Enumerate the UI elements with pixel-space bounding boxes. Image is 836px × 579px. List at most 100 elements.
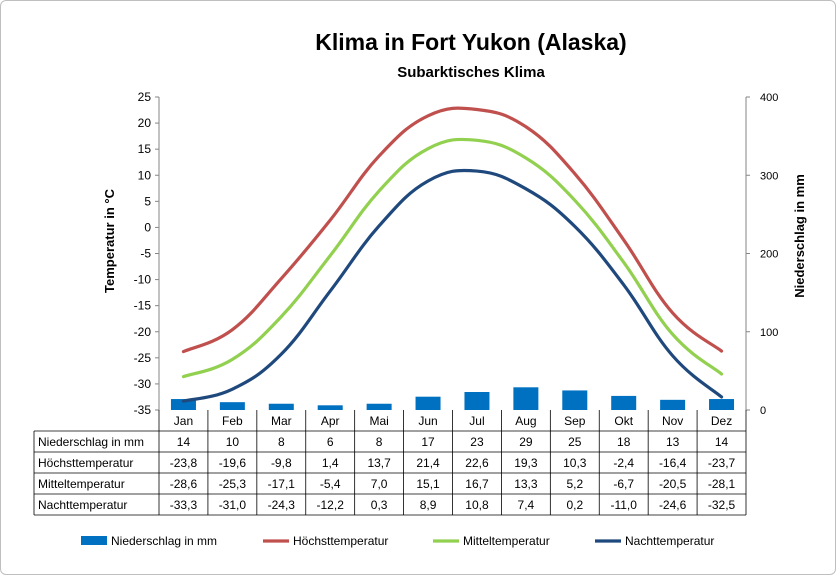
left-tick-label: 0 bbox=[144, 220, 151, 234]
table-cell: -23,8 bbox=[170, 456, 198, 470]
category-label: Dez bbox=[711, 414, 732, 428]
chart-subtitle: Subarktisches Klima bbox=[397, 64, 545, 81]
category-label: Aug bbox=[515, 414, 536, 428]
table-cell: 21,4 bbox=[416, 456, 440, 470]
bar-niederschlag bbox=[464, 392, 490, 410]
table-cell: 8 bbox=[376, 435, 383, 449]
bar-niederschlag bbox=[562, 390, 588, 410]
right-tick-label: 300 bbox=[760, 170, 778, 182]
table-cell: 13,7 bbox=[367, 456, 391, 470]
left-tick-label: 25 bbox=[138, 90, 152, 104]
line-mitteltemperatur bbox=[181, 137, 724, 379]
left-tick-label: -5 bbox=[140, 247, 151, 261]
left-tick-label: -15 bbox=[134, 299, 152, 313]
right-tick-label: 200 bbox=[760, 249, 778, 261]
table-cell: 8,9 bbox=[420, 498, 437, 512]
left-tick-label: -10 bbox=[134, 273, 152, 287]
table-cell: -16,4 bbox=[659, 456, 687, 470]
bar-niederschlag bbox=[366, 403, 392, 410]
table-cell: 0,3 bbox=[371, 498, 388, 512]
table-cell: 25 bbox=[568, 435, 582, 449]
category-label: Jul bbox=[469, 414, 484, 428]
category-label: Mar bbox=[271, 414, 292, 428]
left-tick-label: 5 bbox=[144, 194, 151, 208]
table-cell: 19,3 bbox=[514, 456, 538, 470]
table-cell: -28,1 bbox=[708, 477, 736, 491]
table-cell: 1,4 bbox=[322, 456, 339, 470]
bar-niederschlag bbox=[611, 395, 637, 410]
table-cell: 14 bbox=[177, 435, 191, 449]
table-cell: 7,0 bbox=[371, 477, 388, 491]
table-cell: 14 bbox=[715, 435, 729, 449]
table-cell: 8 bbox=[278, 435, 285, 449]
legend-label: Nachttemperatur bbox=[625, 534, 714, 548]
table-cell: 18 bbox=[617, 435, 631, 449]
table-cell: 0,2 bbox=[566, 498, 583, 512]
table-cell: 6 bbox=[327, 435, 334, 449]
left-tick-label: -35 bbox=[134, 403, 152, 417]
left-axis-title: Temperatur in °C bbox=[102, 188, 117, 293]
table-cell: 13 bbox=[666, 435, 680, 449]
bar-niederschlag bbox=[317, 405, 343, 410]
left-tick-label: 10 bbox=[138, 168, 152, 182]
table-cell: 10 bbox=[226, 435, 240, 449]
table-cell: -24,6 bbox=[659, 498, 687, 512]
bar-niederschlag bbox=[660, 399, 686, 410]
table-row-header: Nachttemperatur bbox=[38, 498, 127, 512]
table-row-header: Mitteltemperatur bbox=[38, 477, 125, 491]
category-label: Sep bbox=[564, 414, 586, 428]
table-cell: -2,4 bbox=[613, 456, 634, 470]
legend-label: Mitteltemperatur bbox=[463, 534, 550, 548]
table-cell: 17 bbox=[421, 435, 435, 449]
plot-area: -35 -30 -25 -20 -15 -10 -5 0 5 10 15 20 25 0 100 200 300… bbox=[134, 90, 779, 417]
legend-label: Höchsttemperatur bbox=[293, 534, 388, 548]
table-cell: -25,3 bbox=[219, 477, 247, 491]
table-cell: -33,3 bbox=[170, 498, 198, 512]
category-label: Okt bbox=[614, 414, 633, 428]
table-cell: 23 bbox=[470, 435, 484, 449]
table-cell: -11,0 bbox=[610, 498, 637, 512]
table-cell: -9,8 bbox=[271, 456, 292, 470]
right-tick-label: 100 bbox=[760, 327, 778, 339]
right-tick-label: 0 bbox=[760, 405, 766, 417]
table-cell: -17,1 bbox=[268, 477, 296, 491]
line-nachttemperatur bbox=[181, 168, 724, 403]
table-cell: 5,2 bbox=[566, 477, 583, 491]
category-label: Apr bbox=[321, 414, 340, 428]
table-cell: 10,8 bbox=[465, 498, 489, 512]
bar-niederschlag bbox=[709, 399, 735, 410]
left-tick-label: -25 bbox=[134, 351, 152, 365]
table-cell: -28,6 bbox=[170, 477, 198, 491]
table-cell: 29 bbox=[519, 435, 533, 449]
left-tick-label: -20 bbox=[134, 325, 152, 339]
left-tick-label: 20 bbox=[138, 116, 152, 130]
bar-niederschlag bbox=[219, 402, 245, 410]
category-label: Nov bbox=[662, 414, 683, 428]
chart-title: Klima in Fort Yukon (Alaska) bbox=[315, 29, 626, 55]
table-cell: -12,2 bbox=[317, 498, 345, 512]
data-table: Jan Feb Mar Apr Mai Jun Jul Aug Sep Okt Nov Dez Nied… bbox=[33, 410, 747, 516]
table-cell: -5,4 bbox=[320, 477, 341, 491]
category-label: Jun bbox=[418, 414, 437, 428]
table-cell: 16,7 bbox=[465, 477, 489, 491]
table-cell: -23,7 bbox=[708, 456, 736, 470]
table-cell: -19,6 bbox=[219, 456, 247, 470]
table-cell: 15,1 bbox=[416, 477, 440, 491]
category-label: Mai bbox=[369, 414, 388, 428]
table-row-header: Niederschlag in mm bbox=[38, 435, 144, 449]
right-tick-label: 400 bbox=[760, 92, 778, 104]
table-cell: -24,3 bbox=[268, 498, 296, 512]
bar-niederschlag bbox=[415, 396, 441, 410]
legend-label: Niederschlag in mm bbox=[111, 534, 217, 548]
left-tick-label: -30 bbox=[134, 377, 152, 391]
legend: Niederschlag in mm Höchsttemperatur Mittel… bbox=[81, 534, 714, 548]
table-cell: 7,4 bbox=[518, 498, 535, 512]
table-cell: -6,7 bbox=[613, 477, 634, 491]
category-label: Jan bbox=[174, 414, 193, 428]
line-höchsttemperatur bbox=[181, 106, 724, 354]
table-cell: 10,3 bbox=[563, 456, 587, 470]
table-row-header: Höchsttemperatur bbox=[38, 456, 133, 470]
table-cell: -32,5 bbox=[708, 498, 736, 512]
